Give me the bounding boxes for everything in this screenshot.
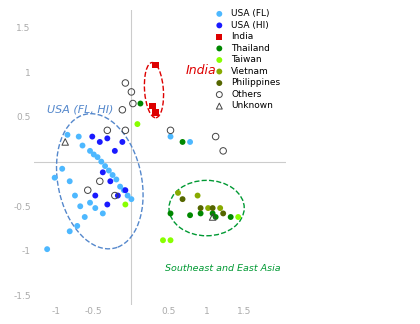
- Point: [81, 214, 88, 220]
- Point: [122, 202, 129, 207]
- Point: [129, 101, 136, 106]
- Point: [104, 202, 111, 207]
- Point: [109, 172, 116, 178]
- Point: [160, 237, 166, 243]
- Point: [197, 211, 204, 216]
- Point: [209, 205, 216, 211]
- Point: [167, 237, 174, 243]
- Point: [64, 132, 71, 137]
- Point: [197, 205, 204, 211]
- Point: [128, 89, 135, 95]
- Text: India: India: [186, 64, 216, 77]
- Point: [105, 168, 112, 173]
- Point: [187, 213, 194, 218]
- Point: [89, 134, 96, 139]
- Point: [220, 148, 226, 154]
- Point: [194, 193, 201, 198]
- Point: [100, 170, 106, 175]
- Point: [79, 143, 86, 148]
- Point: [179, 197, 186, 202]
- Point: [59, 166, 66, 171]
- Point: [77, 204, 84, 209]
- Point: [98, 159, 105, 164]
- Point: [97, 179, 103, 184]
- Point: [44, 247, 50, 252]
- Point: [122, 188, 129, 193]
- Point: [97, 139, 103, 145]
- Point: [175, 190, 181, 195]
- Point: [74, 223, 81, 228]
- Point: [90, 152, 97, 157]
- Point: [84, 188, 91, 193]
- Point: [187, 139, 194, 145]
- Point: [124, 193, 131, 198]
- Point: [66, 229, 73, 234]
- Point: [152, 63, 159, 68]
- Point: [94, 155, 101, 160]
- Point: [122, 128, 129, 133]
- Point: [72, 193, 79, 198]
- Point: [122, 80, 129, 86]
- Text: USA (FL, HI): USA (FL, HI): [47, 104, 113, 114]
- Point: [75, 134, 82, 139]
- Point: [111, 148, 118, 154]
- Point: [119, 107, 126, 112]
- Point: [117, 184, 123, 189]
- Point: [167, 134, 174, 139]
- Point: [115, 193, 121, 198]
- Point: [212, 214, 219, 220]
- Point: [217, 205, 223, 211]
- Point: [167, 211, 174, 216]
- Point: [149, 104, 156, 109]
- Point: [205, 205, 212, 211]
- Point: [92, 193, 99, 198]
- Point: [235, 214, 242, 220]
- Point: [104, 128, 111, 133]
- Point: [92, 205, 99, 211]
- Point: [87, 200, 93, 205]
- Point: [209, 214, 216, 220]
- Point: [152, 110, 159, 115]
- Point: [128, 197, 135, 202]
- Point: [66, 179, 73, 184]
- Point: [62, 139, 68, 145]
- Point: [227, 214, 234, 220]
- Point: [121, 188, 127, 193]
- Point: [100, 211, 106, 216]
- Point: [167, 128, 174, 133]
- Legend: USA (FL), USA (HI), India, Thailand, Taiwan, Vietnam, Philippines, Others, Unkno: USA (FL), USA (HI), India, Thailand, Tai…: [210, 8, 281, 111]
- Text: Southeast and East Asia: Southeast and East Asia: [165, 264, 281, 272]
- Point: [119, 139, 126, 145]
- Point: [113, 177, 120, 182]
- Point: [137, 101, 144, 106]
- Point: [51, 175, 58, 180]
- Point: [134, 122, 141, 127]
- Point: [102, 164, 108, 169]
- Point: [209, 211, 216, 216]
- Point: [104, 136, 111, 141]
- Point: [220, 211, 226, 216]
- Point: [179, 139, 186, 145]
- Point: [107, 179, 114, 184]
- Point: [87, 148, 93, 154]
- Point: [212, 134, 219, 139]
- Point: [111, 193, 118, 198]
